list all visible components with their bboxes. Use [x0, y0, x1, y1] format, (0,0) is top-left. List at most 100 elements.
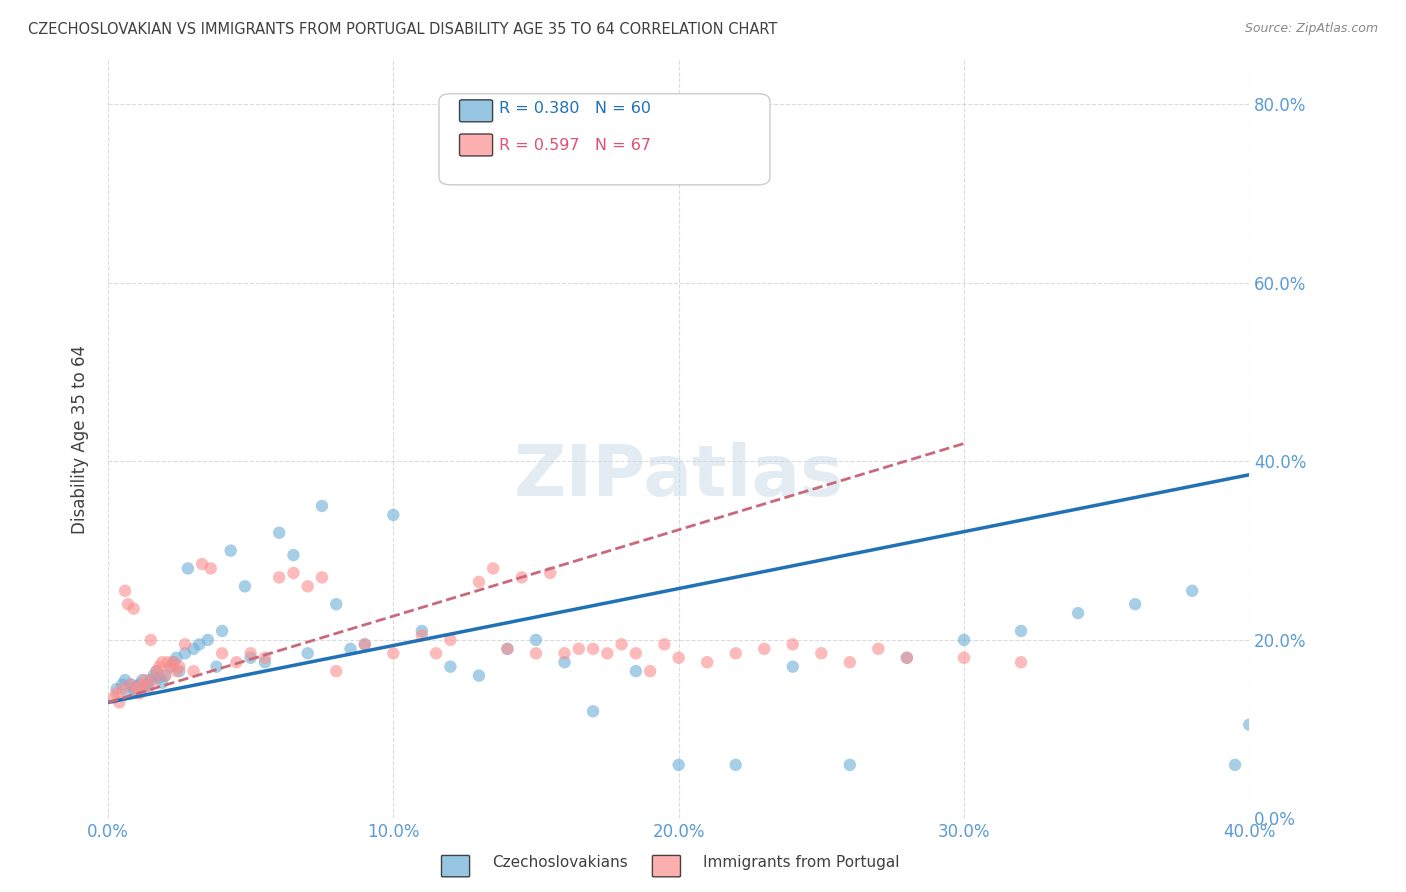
Point	[120, 677, 142, 691]
Point	[128, 677, 150, 691]
Point	[624, 664, 647, 678]
Point	[269, 525, 291, 540]
Point	[177, 561, 200, 575]
Point	[148, 659, 170, 673]
Point	[325, 664, 347, 678]
Point	[117, 597, 139, 611]
Point	[200, 561, 222, 575]
Point	[136, 681, 159, 696]
Point	[311, 570, 333, 584]
Point	[439, 659, 461, 673]
Point	[111, 681, 134, 696]
Point	[582, 704, 605, 718]
Point	[538, 566, 561, 580]
Point	[724, 758, 747, 772]
Point	[468, 574, 491, 589]
Point	[868, 641, 890, 656]
Point	[156, 655, 179, 669]
Text: Czechoslovakians: Czechoslovakians	[492, 855, 628, 870]
Point	[425, 646, 447, 660]
Point	[638, 664, 661, 678]
Text: ZIPatlas: ZIPatlas	[513, 442, 844, 511]
Point	[553, 646, 575, 660]
Point	[162, 655, 184, 669]
Point	[1223, 758, 1246, 772]
Point	[838, 758, 860, 772]
Point	[131, 673, 153, 687]
Point	[205, 659, 228, 673]
Point	[211, 624, 233, 638]
Point	[105, 681, 128, 696]
Point	[953, 632, 976, 647]
Point	[810, 646, 832, 660]
Point	[139, 632, 162, 647]
FancyBboxPatch shape	[439, 94, 770, 185]
Text: Source: ZipAtlas.com: Source: ZipAtlas.com	[1244, 22, 1378, 36]
Point	[188, 637, 211, 651]
Point	[169, 664, 191, 678]
FancyBboxPatch shape	[460, 100, 492, 122]
Point	[568, 641, 591, 656]
Point	[122, 681, 145, 696]
Point	[496, 641, 519, 656]
Point	[150, 675, 173, 690]
Point	[654, 637, 676, 651]
Point	[782, 659, 804, 673]
Point	[624, 646, 647, 660]
Point	[896, 650, 918, 665]
Point	[111, 677, 134, 691]
Point	[166, 650, 188, 665]
Point	[136, 677, 159, 691]
Point	[482, 561, 505, 575]
Point	[153, 668, 176, 682]
Point	[283, 548, 305, 562]
Point	[148, 670, 170, 684]
Point	[159, 659, 181, 673]
Point	[496, 641, 519, 656]
Point	[297, 646, 319, 660]
Point	[128, 686, 150, 700]
Point	[105, 686, 128, 700]
Point	[353, 637, 375, 651]
Text: Immigrants from Portugal: Immigrants from Portugal	[703, 855, 900, 870]
Point	[142, 668, 165, 682]
Point	[139, 673, 162, 687]
Point	[134, 679, 156, 693]
Point	[1010, 624, 1032, 638]
Point	[1239, 717, 1261, 731]
Point	[166, 664, 188, 678]
Point	[411, 628, 433, 642]
Point	[468, 668, 491, 682]
Point	[114, 583, 136, 598]
Point	[197, 632, 219, 647]
Point	[253, 650, 276, 665]
Point	[382, 646, 405, 660]
Point	[169, 659, 191, 673]
Point	[125, 681, 148, 696]
Point	[145, 664, 167, 678]
Point	[145, 664, 167, 678]
Text: R = 0.597   N = 67: R = 0.597 N = 67	[499, 138, 651, 153]
Point	[411, 624, 433, 638]
Point	[1123, 597, 1146, 611]
Point	[283, 566, 305, 580]
Point	[668, 650, 690, 665]
Point	[610, 637, 633, 651]
Point	[339, 641, 361, 656]
Text: CZECHOSLOVAKIAN VS IMMIGRANTS FROM PORTUGAL DISABILITY AGE 35 TO 64 CORRELATION : CZECHOSLOVAKIAN VS IMMIGRANTS FROM PORTU…	[28, 22, 778, 37]
Point	[153, 668, 176, 682]
Point	[1010, 655, 1032, 669]
Point	[311, 499, 333, 513]
Point	[125, 679, 148, 693]
Point	[668, 758, 690, 772]
Y-axis label: Disability Age 35 to 64: Disability Age 35 to 64	[72, 344, 89, 533]
Point	[838, 655, 860, 669]
Point	[696, 655, 718, 669]
Point	[162, 655, 184, 669]
Point	[239, 646, 262, 660]
Point	[1067, 606, 1090, 620]
Point	[253, 655, 276, 669]
Point	[174, 646, 197, 660]
Point	[553, 655, 575, 669]
Point	[142, 673, 165, 687]
